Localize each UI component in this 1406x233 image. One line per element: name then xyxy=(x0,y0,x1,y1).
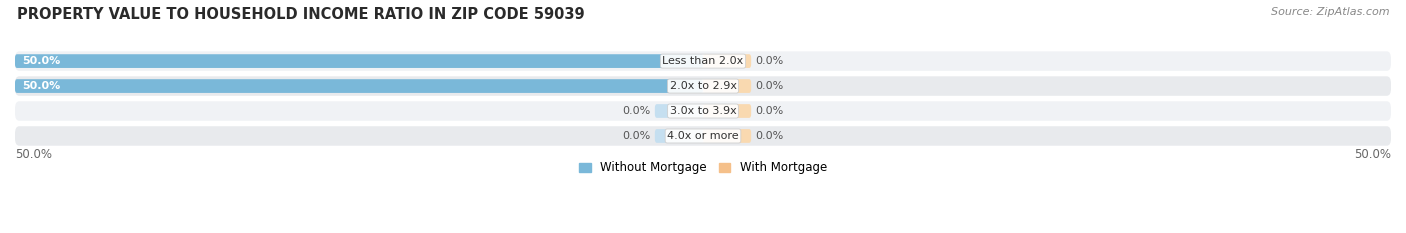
Text: 0.0%: 0.0% xyxy=(755,106,783,116)
Text: Less than 2.0x: Less than 2.0x xyxy=(662,56,744,66)
FancyBboxPatch shape xyxy=(15,126,1391,146)
Text: 50.0%: 50.0% xyxy=(22,81,60,91)
Text: PROPERTY VALUE TO HOUSEHOLD INCOME RATIO IN ZIP CODE 59039: PROPERTY VALUE TO HOUSEHOLD INCOME RATIO… xyxy=(17,7,585,22)
FancyBboxPatch shape xyxy=(15,51,1391,71)
Text: 0.0%: 0.0% xyxy=(623,106,651,116)
Text: Source: ZipAtlas.com: Source: ZipAtlas.com xyxy=(1271,7,1389,17)
Text: 0.0%: 0.0% xyxy=(755,131,783,141)
Text: 0.0%: 0.0% xyxy=(623,131,651,141)
FancyBboxPatch shape xyxy=(15,54,703,68)
FancyBboxPatch shape xyxy=(15,79,703,93)
Text: 50.0%: 50.0% xyxy=(15,148,52,161)
Legend: Without Mortgage, With Mortgage: Without Mortgage, With Mortgage xyxy=(574,157,832,179)
Text: 0.0%: 0.0% xyxy=(755,56,783,66)
FancyBboxPatch shape xyxy=(703,104,751,118)
FancyBboxPatch shape xyxy=(703,129,751,143)
Text: 50.0%: 50.0% xyxy=(1354,148,1391,161)
FancyBboxPatch shape xyxy=(703,79,751,93)
Text: 3.0x to 3.9x: 3.0x to 3.9x xyxy=(669,106,737,116)
FancyBboxPatch shape xyxy=(655,104,703,118)
FancyBboxPatch shape xyxy=(703,54,751,68)
FancyBboxPatch shape xyxy=(15,101,1391,121)
Text: 0.0%: 0.0% xyxy=(755,81,783,91)
Text: 50.0%: 50.0% xyxy=(22,56,60,66)
Text: 4.0x or more: 4.0x or more xyxy=(668,131,738,141)
Text: 2.0x to 2.9x: 2.0x to 2.9x xyxy=(669,81,737,91)
FancyBboxPatch shape xyxy=(655,129,703,143)
FancyBboxPatch shape xyxy=(15,76,1391,96)
